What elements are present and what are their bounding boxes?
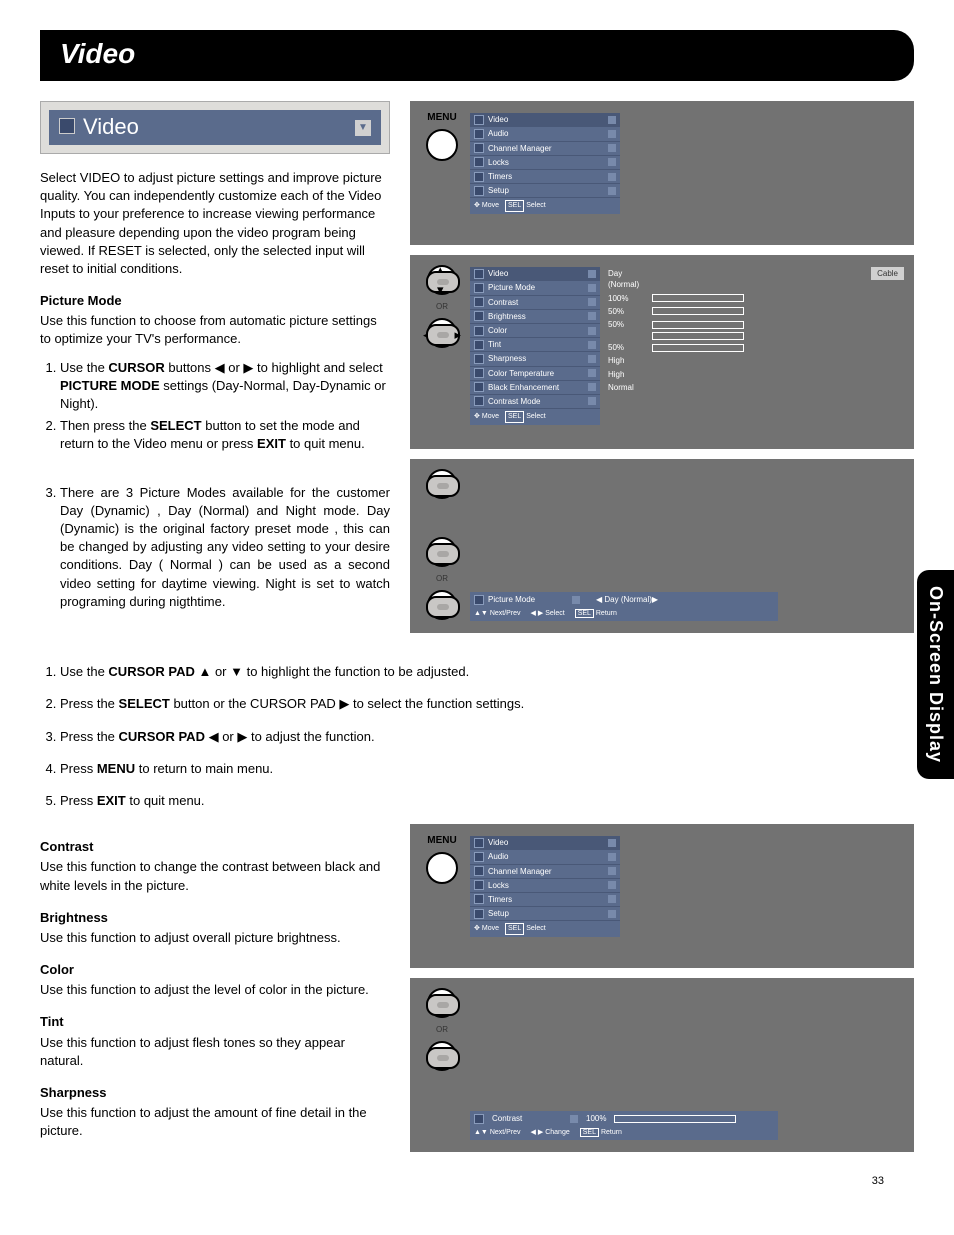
osd-menu-item: Timers xyxy=(470,893,620,907)
lower-right-column: MENU VideoAudioChannel ManagerLocksTimer… xyxy=(410,824,914,1162)
or-label: OR xyxy=(436,301,448,312)
picture-mode-heading: Picture Mode xyxy=(40,292,390,310)
general-steps: Use the CURSOR PAD ▲ or ▼ to highlight t… xyxy=(40,663,914,810)
step-4: Press MENU to return to main menu. xyxy=(60,760,914,778)
osd-video-item: Contrast xyxy=(470,296,600,310)
menu-button-icon xyxy=(426,129,458,161)
osd-video-value: High xyxy=(606,354,746,367)
osd-menu-item: Channel Manager xyxy=(470,142,620,156)
osd-main-menu: VideoAudioChannel ManagerLocksTimersSetu… xyxy=(470,113,620,214)
osd-video-item: Color xyxy=(470,324,600,338)
or-label: OR xyxy=(436,1024,448,1035)
select-button-icon xyxy=(427,537,457,567)
osd-video-item: Tint xyxy=(470,338,600,352)
osd-video-values: Day (Normal)100%50%50%50%HighHighNormal xyxy=(606,267,746,394)
side-tab: On-Screen Display xyxy=(917,570,954,779)
cursor-updown-icon xyxy=(427,469,457,499)
osd-menu-item: Timers xyxy=(470,170,620,184)
osd-menu-item: Audio xyxy=(470,127,620,141)
picture-mode-note-list: There are 3 Picture Modes available for … xyxy=(60,484,390,611)
picture-mode-intro: Use this function to choose from automat… xyxy=(40,312,390,348)
lower-left-column: Contrast Use this function to change the… xyxy=(40,824,390,1162)
figure-contrast-adjust: OR Contrast 100% ▲▼ Next/Prev ◀ ▶ Change… xyxy=(410,978,914,1152)
cable-tag: Cable xyxy=(871,267,904,280)
osd-menu-item: Locks xyxy=(470,156,620,170)
contrast-desc: Use this function to change the contrast… xyxy=(40,858,390,894)
osd-menu-item: Locks xyxy=(470,879,620,893)
brightness-desc: Use this function to adjust overall pict… xyxy=(40,929,390,947)
osd-menu-item: Audio xyxy=(470,850,620,864)
video-header-text: Video xyxy=(83,114,139,139)
step-3: Press the CURSOR PAD ◀ or ▶ to adjust th… xyxy=(60,728,914,746)
osd-video-item: Sharpness xyxy=(470,352,600,366)
osd-menu-item: Channel Manager xyxy=(470,865,620,879)
osd-video-menu: Video Picture ModeContrastBrightnessColo… xyxy=(470,267,600,425)
page-number: 33 xyxy=(40,1174,914,1189)
osd-footer: ✥ Move SEL Select xyxy=(470,198,620,214)
osd-footer: ✥ Move SEL Select xyxy=(470,921,620,937)
menu-button-icon xyxy=(426,852,458,884)
or-label: OR xyxy=(436,573,448,584)
osd-pm-footer: ▲▼ Next/Prev ◀ ▶ Select SEL Return xyxy=(470,607,778,621)
osd-video-value xyxy=(606,331,746,341)
osd-menu-item: Setup xyxy=(470,184,620,198)
brightness-heading: Brightness xyxy=(40,909,390,927)
osd-video-item: Color Temperature xyxy=(470,367,600,381)
select-button-icon xyxy=(427,988,457,1018)
figure-video-settings: ▴▾ OR ◂▸ Cable Video Picture ModeContras… xyxy=(410,255,914,449)
picture-mode-steps: Use the CURSOR buttons ◀ or ▶ to highlig… xyxy=(60,359,390,454)
left-column: Video ▼ Select VIDEO to adjust picture s… xyxy=(40,101,390,643)
color-desc: Use this function to adjust the level of… xyxy=(40,981,390,999)
sharpness-heading: Sharpness xyxy=(40,1084,390,1102)
osd-video-value: 50% xyxy=(606,341,746,354)
figure-main-menu-2: MENU VideoAudioChannel ManagerLocksTimer… xyxy=(410,824,914,968)
osd-main-menu-2: VideoAudioChannel ManagerLocksTimersSetu… xyxy=(470,836,620,937)
osd-contrast-footer: ▲▼ Next/Prev ◀ ▶ Change SEL Return xyxy=(470,1126,778,1140)
osd-video-item: Contrast Mode xyxy=(470,395,600,409)
color-heading: Color xyxy=(40,961,390,979)
osd-video-footer: ✥ Move SEL Select xyxy=(470,409,600,425)
step-2: Press the SELECT button or the CURSOR PA… xyxy=(60,695,914,713)
tint-heading: Tint xyxy=(40,1013,390,1031)
osd-video-item: Black Enhancement xyxy=(470,381,600,395)
osd-menu-item: Video xyxy=(470,836,620,850)
osd-video-value: 50% xyxy=(606,305,746,318)
intro-text: Select VIDEO to adjust picture settings … xyxy=(40,169,390,278)
osd-contrast-bar: Contrast 100% xyxy=(470,1111,778,1126)
osd-video-item: Picture Mode xyxy=(470,281,600,295)
osd-video-value: Normal xyxy=(606,381,746,394)
osd-picture-mode-bar: Picture Mode ◀ Day (Normal)▶ xyxy=(470,592,778,607)
tint-desc: Use this function to adjust flesh tones … xyxy=(40,1034,390,1070)
video-header-box: Video ▼ xyxy=(40,101,390,154)
step-1: Use the CURSOR PAD ▲ or ▼ to highlight t… xyxy=(60,663,914,681)
osd-menu-item: Setup xyxy=(470,907,620,921)
sharpness-desc: Use this function to adjust the amount o… xyxy=(40,1104,390,1140)
pm-step-2: Then press the SELECT button to set the … xyxy=(60,417,390,453)
cursor-leftright-icon: ◂▸ xyxy=(427,318,457,348)
osd-video-value: High xyxy=(606,368,746,381)
pm-step-1: Use the CURSOR buttons ◀ or ▶ to highlig… xyxy=(60,359,390,414)
figure-main-menu: MENU VideoAudioChannel ManagerLocksTimer… xyxy=(410,101,914,245)
osd-video-value: 50% xyxy=(606,318,746,331)
osd-menu-item: Video xyxy=(470,113,620,127)
step-5: Press EXIT to quit menu. xyxy=(60,792,914,810)
dropdown-icon: ▼ xyxy=(355,120,371,136)
cursor-leftright-icon xyxy=(427,590,457,620)
osd-video-item: Brightness xyxy=(470,310,600,324)
right-column: MENU VideoAudioChannel ManagerLocksTimer… xyxy=(410,101,914,643)
menu-label: MENU xyxy=(427,834,456,848)
cursor-leftright-icon xyxy=(427,1041,457,1071)
page-title: Video xyxy=(40,30,914,81)
figure-picture-mode: OR Picture Mode ◀ Day (Normal)▶ ▲▼ Next/… xyxy=(410,459,914,633)
osd-video-value: Day (Normal) xyxy=(606,267,746,291)
contrast-heading: Contrast xyxy=(40,838,390,856)
cursor-updown-icon: ▴▾ xyxy=(427,265,457,295)
menu-label: MENU xyxy=(427,111,456,125)
osd-video-value: 100% xyxy=(606,292,746,305)
pm-note-3: There are 3 Picture Modes available for … xyxy=(60,484,390,611)
